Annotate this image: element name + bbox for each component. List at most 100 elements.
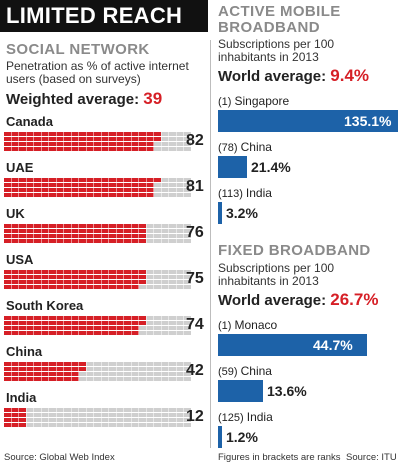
waffle-cell-filled xyxy=(4,372,11,376)
waffle-cell-filled xyxy=(56,183,64,187)
waffle-cell-filled xyxy=(19,132,26,136)
waffle-cell-filled xyxy=(64,147,71,151)
waffle-cell-filled xyxy=(131,188,139,192)
waffle-cell-filled xyxy=(41,270,49,274)
waffle-cell-empty xyxy=(176,178,184,182)
waffle-cell-filled xyxy=(94,321,101,325)
waffle-cell-filled xyxy=(56,321,64,325)
waffle-cell-empty xyxy=(154,321,161,325)
waffle-cell-filled xyxy=(79,147,86,151)
waffle-cell-empty xyxy=(56,423,64,427)
waffle-cell-filled xyxy=(101,147,109,151)
waffle-cell-empty xyxy=(176,377,184,381)
waffle-cell-filled xyxy=(94,270,101,274)
waffle-cell-filled xyxy=(26,321,34,325)
waffle-cell-filled xyxy=(101,326,109,330)
waffle-cell-empty xyxy=(109,413,116,417)
bar xyxy=(218,426,222,448)
waffle-cell-filled xyxy=(94,234,101,238)
waffle-cell-filled xyxy=(64,326,71,330)
waffle-cell-empty xyxy=(146,331,154,335)
waffle-cell-empty xyxy=(154,418,161,422)
waffle-cell-empty xyxy=(176,183,184,187)
waffle-cell-filled xyxy=(109,183,116,187)
country-label: China xyxy=(6,344,43,359)
waffle-cell-filled xyxy=(34,321,41,325)
waffle-cell-filled xyxy=(41,188,49,192)
country-value: 74 xyxy=(186,316,204,333)
waffle-cell-filled xyxy=(116,239,124,243)
waffle-cell-filled xyxy=(86,178,94,182)
mobile-subtitle-line2: inhabitants in 2013 xyxy=(218,50,319,64)
waffle-cell-filled xyxy=(11,229,19,233)
waffle-cell-filled xyxy=(109,326,116,330)
waffle-cell-filled xyxy=(56,362,64,366)
waffle-cell-filled xyxy=(56,372,64,376)
waffle-cell-empty xyxy=(116,362,124,366)
waffle-cell-filled xyxy=(86,137,94,141)
waffle-cell-empty xyxy=(131,372,139,376)
waffle-cell-empty xyxy=(184,316,191,320)
waffle-cell-empty xyxy=(169,326,176,330)
country-name: China xyxy=(240,140,272,154)
waffle-cell-filled xyxy=(79,137,86,141)
waffle-cell-empty xyxy=(169,270,176,274)
waffle-cell-filled xyxy=(34,142,41,146)
waffle-cell-filled xyxy=(124,132,131,136)
rank-label: (113) xyxy=(218,188,246,200)
waffle-cell-filled xyxy=(139,239,146,243)
waffle-cell-filled xyxy=(101,234,109,238)
rank-label: (125) xyxy=(218,412,247,424)
waffle-cell-empty xyxy=(71,423,79,427)
waffle-cell-filled xyxy=(124,178,131,182)
waffle-cell-empty xyxy=(154,270,161,274)
waffle-cell-empty xyxy=(169,147,176,151)
waffle-cell-filled xyxy=(56,270,64,274)
waffle-cell-empty xyxy=(169,275,176,279)
waffle-cell-filled xyxy=(71,229,79,233)
waffle-cell-filled xyxy=(49,137,56,141)
waffle-cell-filled xyxy=(124,224,131,228)
waffle-cell-filled xyxy=(64,224,71,228)
waffle-cell-filled xyxy=(11,275,19,279)
waffle-cell-filled xyxy=(131,239,139,243)
social-subtitle-line1: Penetration as % of active internet xyxy=(6,59,189,73)
waffle-cell-filled xyxy=(34,285,41,289)
waffle-cell-filled xyxy=(4,321,11,325)
waffle-cell-filled xyxy=(56,316,64,320)
waffle-cell-empty xyxy=(109,367,116,371)
waffle-cell-filled xyxy=(11,321,19,325)
waffle-cell-empty xyxy=(184,285,191,289)
waffle-cell-filled xyxy=(146,188,154,192)
waffle-cell-filled xyxy=(11,224,19,228)
waffle-cell-empty xyxy=(146,418,154,422)
waffle-cell-empty xyxy=(154,423,161,427)
waffle-cell-empty xyxy=(86,408,94,412)
waffle-cell-empty xyxy=(94,372,101,376)
bar-value-label: 1.2% xyxy=(226,429,258,445)
social-average-value: 39 xyxy=(143,89,163,108)
waffle-cell-empty xyxy=(86,372,94,376)
waffle-cell-empty xyxy=(161,316,169,320)
fixed-average-label: World average: xyxy=(218,292,327,309)
waffle-cell-empty xyxy=(169,137,176,141)
waffle-cell-filled xyxy=(4,285,11,289)
waffle-cell-empty xyxy=(124,418,131,422)
waffle-cell-filled xyxy=(131,280,139,284)
waffle-cell-filled xyxy=(94,316,101,320)
waffle-cell-filled xyxy=(86,229,94,233)
bar xyxy=(218,380,263,402)
bar-label: (59) China xyxy=(218,364,272,378)
waffle-cell-filled xyxy=(4,234,11,238)
waffle-cell-filled xyxy=(71,137,79,141)
waffle-cell-empty xyxy=(146,275,154,279)
mobile-average-label: World average: xyxy=(218,68,327,85)
waffle-cell-filled xyxy=(34,137,41,141)
waffle-cell-empty xyxy=(169,418,176,422)
waffle-cell-filled xyxy=(64,183,71,187)
waffle-cell-empty xyxy=(176,147,184,151)
waffle-cell-empty xyxy=(161,372,169,376)
waffle-cell-filled xyxy=(49,321,56,325)
waffle-cell-filled xyxy=(86,234,94,238)
waffle-cell-filled xyxy=(94,229,101,233)
